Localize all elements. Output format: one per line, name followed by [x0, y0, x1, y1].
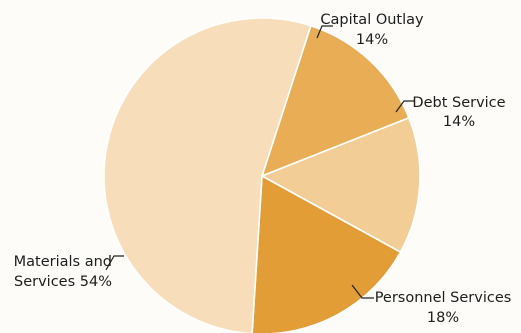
label-personnel-services: Personnel Services — [375, 290, 512, 306]
pie-slices — [103, 17, 421, 333]
leader-line-materials-and-services — [105, 255, 124, 271]
leader-line-debt-service — [395, 100, 414, 113]
pie-slice-debt-service — [260, 116, 421, 254]
leader-line-capital-outlay — [316, 25, 333, 39]
label-debt-service: Debt Service — [412, 95, 505, 111]
label-personnel-services-percent: 18% — [427, 310, 459, 326]
label-materials-and-services-line2-wrap: Services 54% — [14, 274, 112, 290]
label-personnel-services-value: 18% — [427, 310, 459, 326]
label-debt-service-percent: 14% — [443, 114, 475, 130]
label-capital-outlay-name: Capital Outlay — [320, 12, 424, 28]
label-capital-outlay-percent: 14% — [356, 32, 388, 48]
label-debt-service-value: 14% — [443, 114, 475, 130]
label-capital-outlay-value: 14% — [356, 32, 388, 48]
label-personnel-services-name: Personnel Services — [375, 290, 512, 306]
label-debt-service-name: Debt Service — [412, 95, 505, 111]
leader-line-personnel-services — [351, 284, 374, 299]
pie-slice-materials-and-services — [103, 17, 312, 333]
label-materials-and-services-line1: Materials and — [14, 254, 112, 270]
label-capital-outlay: Capital Outlay — [320, 12, 424, 28]
label-materials-and-services: Materials and — [14, 254, 112, 270]
pie-slice-personnel-services — [251, 174, 402, 333]
label-materials-and-services-line2: Services 54% — [14, 274, 112, 290]
